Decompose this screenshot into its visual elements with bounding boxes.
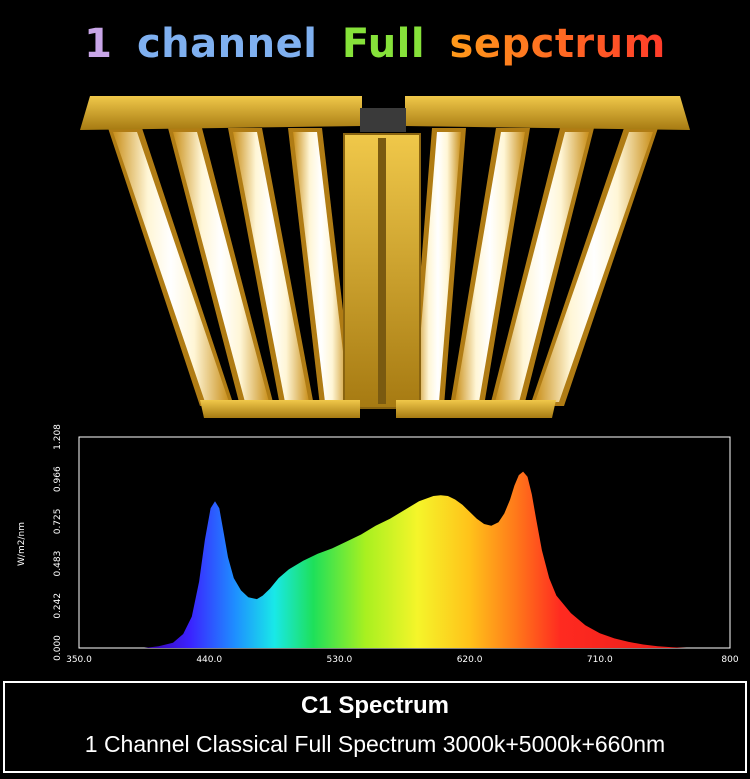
- y-axis-ticks: 0.000 0.242 0.483 0.725 0.966 1.208: [53, 424, 63, 661]
- caption-subtitle: 1 Channel Classical Full Spectrum 3000k+…: [84, 731, 666, 757]
- headline-word-channel: channel: [136, 21, 318, 67]
- center-connector: [360, 108, 406, 132]
- bottom-rail-left: [200, 400, 360, 418]
- y-tick-label: 0.000: [53, 635, 63, 661]
- top-rail-right: [405, 96, 690, 130]
- y-tick-label: 0.242: [53, 593, 63, 619]
- spectrum-chart: 350.0 440.0 530.0 620.0 710.0 800 0.0000.2420…: [17, 424, 739, 665]
- center-driver-stripe: [378, 138, 386, 404]
- headline-word-full: Full: [341, 21, 426, 67]
- led-grow-light-fixture: [80, 96, 690, 418]
- caption-box: C1 Spectrum 1 Channel Classical Full Spe…: [3, 681, 747, 773]
- y-tick-label: 1.208: [53, 424, 63, 450]
- y-tick-label: 0.725: [53, 509, 63, 535]
- x-tick-label: 440.0: [196, 655, 222, 665]
- x-tick-label: 530.0: [327, 655, 353, 665]
- headline-word-sepctrum: sepctrum: [450, 14, 666, 74]
- y-tick-label: 0.483: [53, 551, 63, 577]
- x-tick-label: 350.0: [66, 655, 92, 665]
- x-tick-label: 620.0: [457, 655, 483, 665]
- x-axis-ticks: 350.0 440.0 530.0 620.0 710.0 800: [66, 655, 739, 665]
- x-tick-label: 800: [721, 655, 738, 665]
- x-tick-label: 710.0: [587, 655, 613, 665]
- led-bars-left: [108, 128, 354, 406]
- bottom-rail-right: [396, 400, 556, 418]
- led-bar-left-4: [288, 128, 354, 406]
- top-rail-left: [80, 96, 362, 130]
- led-bars-right: [410, 128, 658, 406]
- headline-word-1: 1: [84, 21, 113, 67]
- caption-title: C1 Spectrum: [300, 692, 450, 719]
- y-axis-label: W/m2/nm: [17, 522, 27, 566]
- led-bar-right-2: [450, 128, 530, 406]
- led-bar-right-3: [490, 128, 594, 406]
- y-tick-label: 0.966: [53, 466, 63, 492]
- led-bar-right-1: [410, 128, 466, 406]
- led-bar-right-4: [530, 128, 658, 406]
- led-bar-left-2: [168, 128, 274, 406]
- spectrum-area: [144, 471, 687, 648]
- headline: 1 channel Full sepctrum: [0, 14, 750, 74]
- led-bar-left-1: [108, 128, 234, 406]
- led-bar-left-3: [228, 128, 314, 406]
